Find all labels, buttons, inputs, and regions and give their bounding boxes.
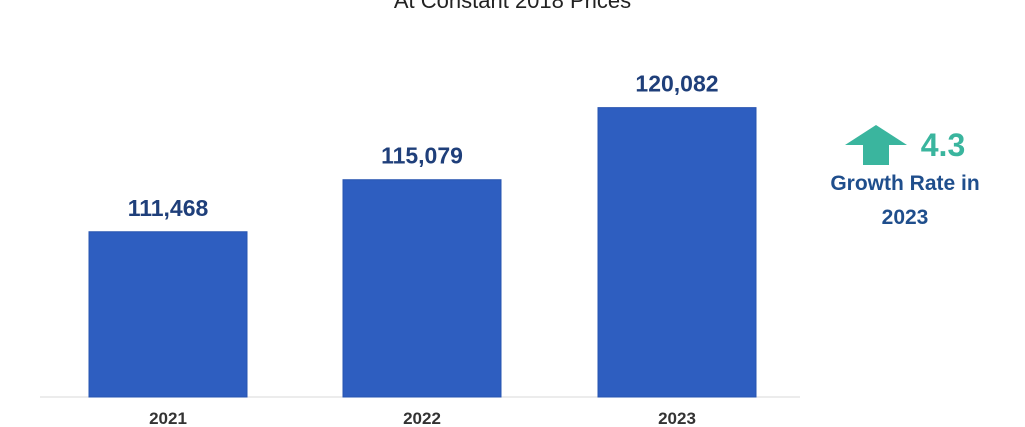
up-arrow-icon	[844, 125, 907, 165]
data-label-2021: 111,468	[128, 195, 209, 221]
chart-subtitle: At Constant 2018 Prices	[393, 0, 632, 13]
x-tick-label-2022: 2022	[403, 409, 441, 427]
bar-2023	[597, 107, 757, 398]
growth-rate-label-line2: 2023	[881, 206, 929, 229]
data-label-2023: 120,082	[635, 71, 718, 97]
x-tick-label-2021: 2021	[149, 409, 187, 427]
growth-callout: 4.3 Growth Rate in 2023	[790, 125, 1020, 233]
data-label-2022: 115,079	[381, 143, 463, 169]
x-tick-label-2023: 2023	[658, 409, 696, 427]
growth-rate-label-line1: Growth Rate in	[830, 172, 980, 195]
bar-2022	[342, 179, 502, 398]
bar-2021	[88, 231, 248, 398]
growth-rate-value: 4.3	[920, 126, 966, 163]
